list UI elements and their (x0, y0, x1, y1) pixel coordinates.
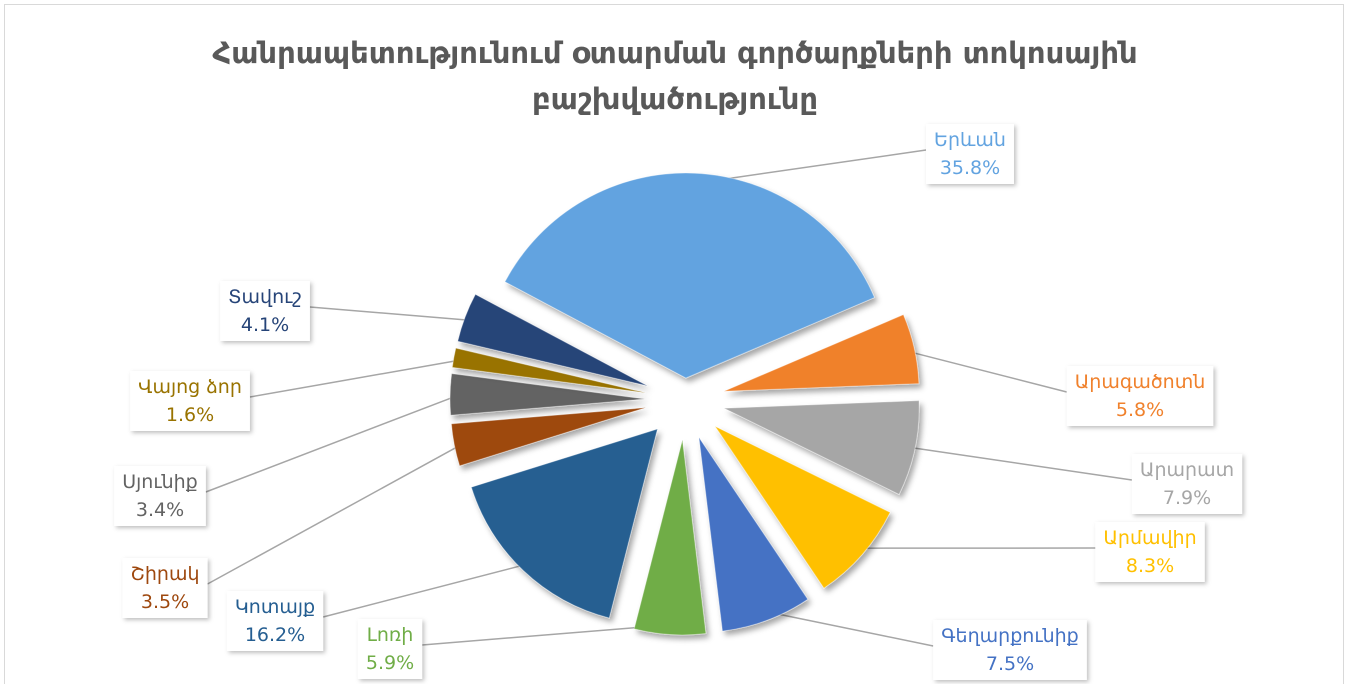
data-label: Շիրակ 3.5% (122, 558, 208, 618)
data-label: Գեղարքունիք 7.5% (933, 620, 1087, 680)
slices (449, 172, 920, 636)
label-box (220, 281, 310, 341)
data-label: Երևան 35.8% (926, 124, 1014, 184)
data-label: Կոտայք 16.2% (226, 591, 324, 651)
category-label: Արագածոտն (1075, 371, 1206, 393)
leader-line (422, 624, 671, 646)
leader-line (249, 358, 464, 398)
category-label: Տավուշ (228, 286, 302, 308)
label-box (357, 619, 423, 679)
category-label: Վայոց ձոր (138, 376, 242, 398)
leader-line (207, 442, 465, 585)
label-box (122, 558, 208, 618)
chart-frame (4, 4, 1344, 684)
leader-line (905, 446, 1133, 481)
category-label: Գեղարքունիք (941, 625, 1079, 647)
category-label: Երևան (934, 129, 1006, 151)
value-label: 5.8% (1116, 399, 1164, 421)
data-label: Վայոց ձոր 1.6% (130, 371, 250, 431)
leader-line (763, 610, 934, 647)
pie-slice (457, 293, 648, 387)
data-label: Տավուշ 4.1% (220, 281, 310, 341)
category-label: Կոտայք (235, 596, 315, 618)
pie-slice (723, 313, 920, 392)
pie-slice (470, 428, 659, 619)
value-label: 7.9% (1163, 487, 1211, 509)
pie-slice (504, 172, 876, 379)
value-label: 4.1% (241, 314, 289, 336)
chart-title: Հանրապետությունում օտարման գործարքների տ… (212, 36, 1138, 116)
label-box (130, 371, 250, 431)
label-box (1066, 366, 1214, 426)
label-box (1095, 522, 1205, 582)
pie-slice (723, 400, 920, 496)
labels: Երևան 35.8% Արագածոտն 5.8% Արարատ 7.9% Արմավիր… (114, 124, 1243, 680)
pie-slice (451, 347, 646, 394)
label-box (926, 124, 1014, 184)
category-label: Արմավիր (1103, 527, 1196, 549)
value-label: 1.6% (166, 404, 214, 426)
data-label: Լոռի 5.9% (357, 619, 423, 679)
data-label: Արարատ 7.9% (1131, 454, 1243, 514)
leader-line (309, 306, 475, 322)
pie-slice (449, 373, 646, 416)
value-label: 5.9% (366, 652, 414, 674)
category-label: Արարատ (1140, 459, 1234, 481)
label-box (114, 466, 206, 526)
value-label: 8.3% (1126, 555, 1174, 577)
data-label: Սյունիք 3.4% (114, 466, 206, 526)
pie-slice (713, 425, 891, 589)
data-label: Արմավիր 8.3% (1095, 522, 1205, 582)
category-label: Սյունիք (122, 471, 198, 493)
leader-line (205, 393, 461, 493)
leader-lines (205, 149, 1133, 647)
value-label: 3.4% (136, 499, 184, 521)
label-box (933, 620, 1087, 680)
value-label: 35.8% (940, 157, 1000, 179)
pie-slice (450, 407, 646, 467)
pie-slice (633, 439, 707, 636)
label-box (226, 591, 324, 651)
leader-line (904, 349, 1067, 393)
leader-line (322, 562, 531, 618)
category-label: Շիրակ (130, 563, 199, 585)
value-label: 7.5% (986, 653, 1034, 675)
label-box (1131, 454, 1243, 514)
data-label: Արագածոտն 5.8% (1066, 366, 1214, 426)
pie-slice (698, 437, 809, 632)
value-label: 3.5% (141, 591, 189, 613)
category-label: Լոռի (367, 624, 414, 646)
value-label: 16.2% (245, 624, 305, 646)
